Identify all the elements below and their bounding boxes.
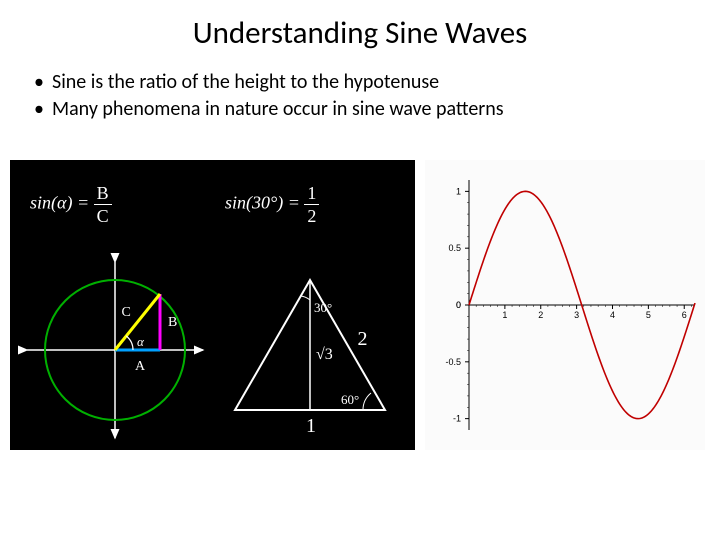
svg-text:5: 5 xyxy=(646,310,651,320)
formula-sin-30: sin(30°) = 12 xyxy=(225,184,319,225)
sine-panel: -1-0.500.511234560 xyxy=(425,160,705,450)
svg-text:A: A xyxy=(135,359,146,374)
bullet-item: Many phenomena in nature occur in sine w… xyxy=(34,97,690,122)
svg-text:0.5: 0.5 xyxy=(448,243,461,253)
svg-text:B: B xyxy=(168,315,177,330)
svg-text:3: 3 xyxy=(574,310,579,320)
svg-text:-1: -1 xyxy=(453,414,461,424)
formula-sin-alpha: sin(α) = BC xyxy=(30,184,112,225)
svg-text:-0.5: -0.5 xyxy=(445,357,461,367)
svg-text:0: 0 xyxy=(456,300,461,310)
bullet-list: Sine is the ratio of the height to the h… xyxy=(34,70,690,122)
svg-text:2: 2 xyxy=(538,310,543,320)
svg-text:C: C xyxy=(122,305,131,320)
page-title: Understanding Sine Waves xyxy=(0,14,720,52)
bullet-item: Sine is the ratio of the height to the h… xyxy=(34,70,690,95)
trig-panel: sin(α) = BC sin(30°) = 12 A B Cα 30° 60° 2 1 √3 xyxy=(10,160,415,450)
svg-text:1: 1 xyxy=(306,415,316,437)
svg-text:α: α xyxy=(137,334,145,349)
svg-text:1: 1 xyxy=(502,310,507,320)
svg-text:√3: √3 xyxy=(316,346,333,363)
svg-text:6: 6 xyxy=(682,310,687,320)
svg-text:2: 2 xyxy=(358,328,368,350)
svg-text:30°: 30° xyxy=(314,300,332,315)
svg-text:1: 1 xyxy=(456,186,461,196)
sine-plot: -1-0.500.511234560 xyxy=(425,160,705,450)
svg-text:4: 4 xyxy=(610,310,615,320)
svg-text:60°: 60° xyxy=(341,392,359,407)
figure-row: sin(α) = BC sin(30°) = 12 A B Cα 30° 60° 2 1 √3… xyxy=(0,160,720,450)
